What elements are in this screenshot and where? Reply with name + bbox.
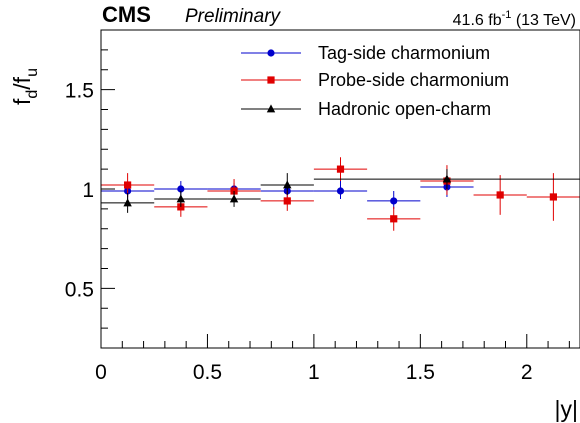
data-point [390, 197, 398, 205]
data-point [390, 215, 398, 223]
y-tick-label: 1 [82, 179, 94, 202]
plot-frame [100, 29, 580, 349]
y-tick-label: 0.5 [65, 278, 94, 301]
data-point [124, 181, 132, 189]
x-tick-label: 2 [521, 361, 533, 384]
data-point [230, 187, 238, 195]
data-point [177, 203, 185, 211]
data-point [177, 185, 185, 193]
legend-label: Hadronic open-charm [318, 99, 491, 119]
x-tick-label: 0.5 [193, 361, 222, 384]
legend-marker [267, 49, 275, 57]
experiment-label: CMS [102, 2, 151, 27]
legend: Tag-side charmonium Probe-side charmonium… [241, 43, 509, 119]
legend-marker [266, 104, 276, 113]
lumi-exponent: -1 [502, 9, 512, 21]
energy-label: (13 TeV) [511, 12, 576, 29]
data-point [336, 187, 345, 195]
ylabel-main: f [9, 98, 35, 105]
data-point [283, 197, 291, 205]
x-axis-label: |y| [555, 396, 578, 422]
ylabel-den-sub: u [24, 68, 41, 77]
data-point [283, 180, 292, 189]
ylabel-sep: /f [9, 76, 35, 89]
legend-label: Probe-side charmonium [318, 70, 509, 90]
plot-area: 0 0.5 1 1.5 2 0.5 1 1.5 [65, 29, 580, 384]
legend-label: Tag-side charmonium [318, 43, 490, 63]
data-point [123, 198, 132, 207]
legend-marker [267, 76, 275, 84]
lumi-value: 41.6 fb [453, 12, 502, 29]
data-point [229, 194, 239, 203]
x-tick-label: 1 [308, 361, 320, 384]
y-axis-label: fd/fu [9, 68, 41, 105]
x-tick-label: 1.5 [406, 361, 435, 384]
data-point [496, 191, 504, 199]
data-point [336, 165, 345, 173]
status-label: Preliminary [185, 6, 282, 27]
x-tick-label: 0 [95, 361, 107, 384]
luminosity-label: 41.6 fb-1 (13 TeV) [453, 9, 576, 29]
data-point [549, 193, 557, 201]
data-point [176, 194, 186, 203]
ylabel-num-sub: d [24, 90, 41, 99]
y-tick-label: 1.5 [65, 80, 94, 103]
series-triangle [101, 169, 580, 213]
data-point [442, 174, 452, 183]
